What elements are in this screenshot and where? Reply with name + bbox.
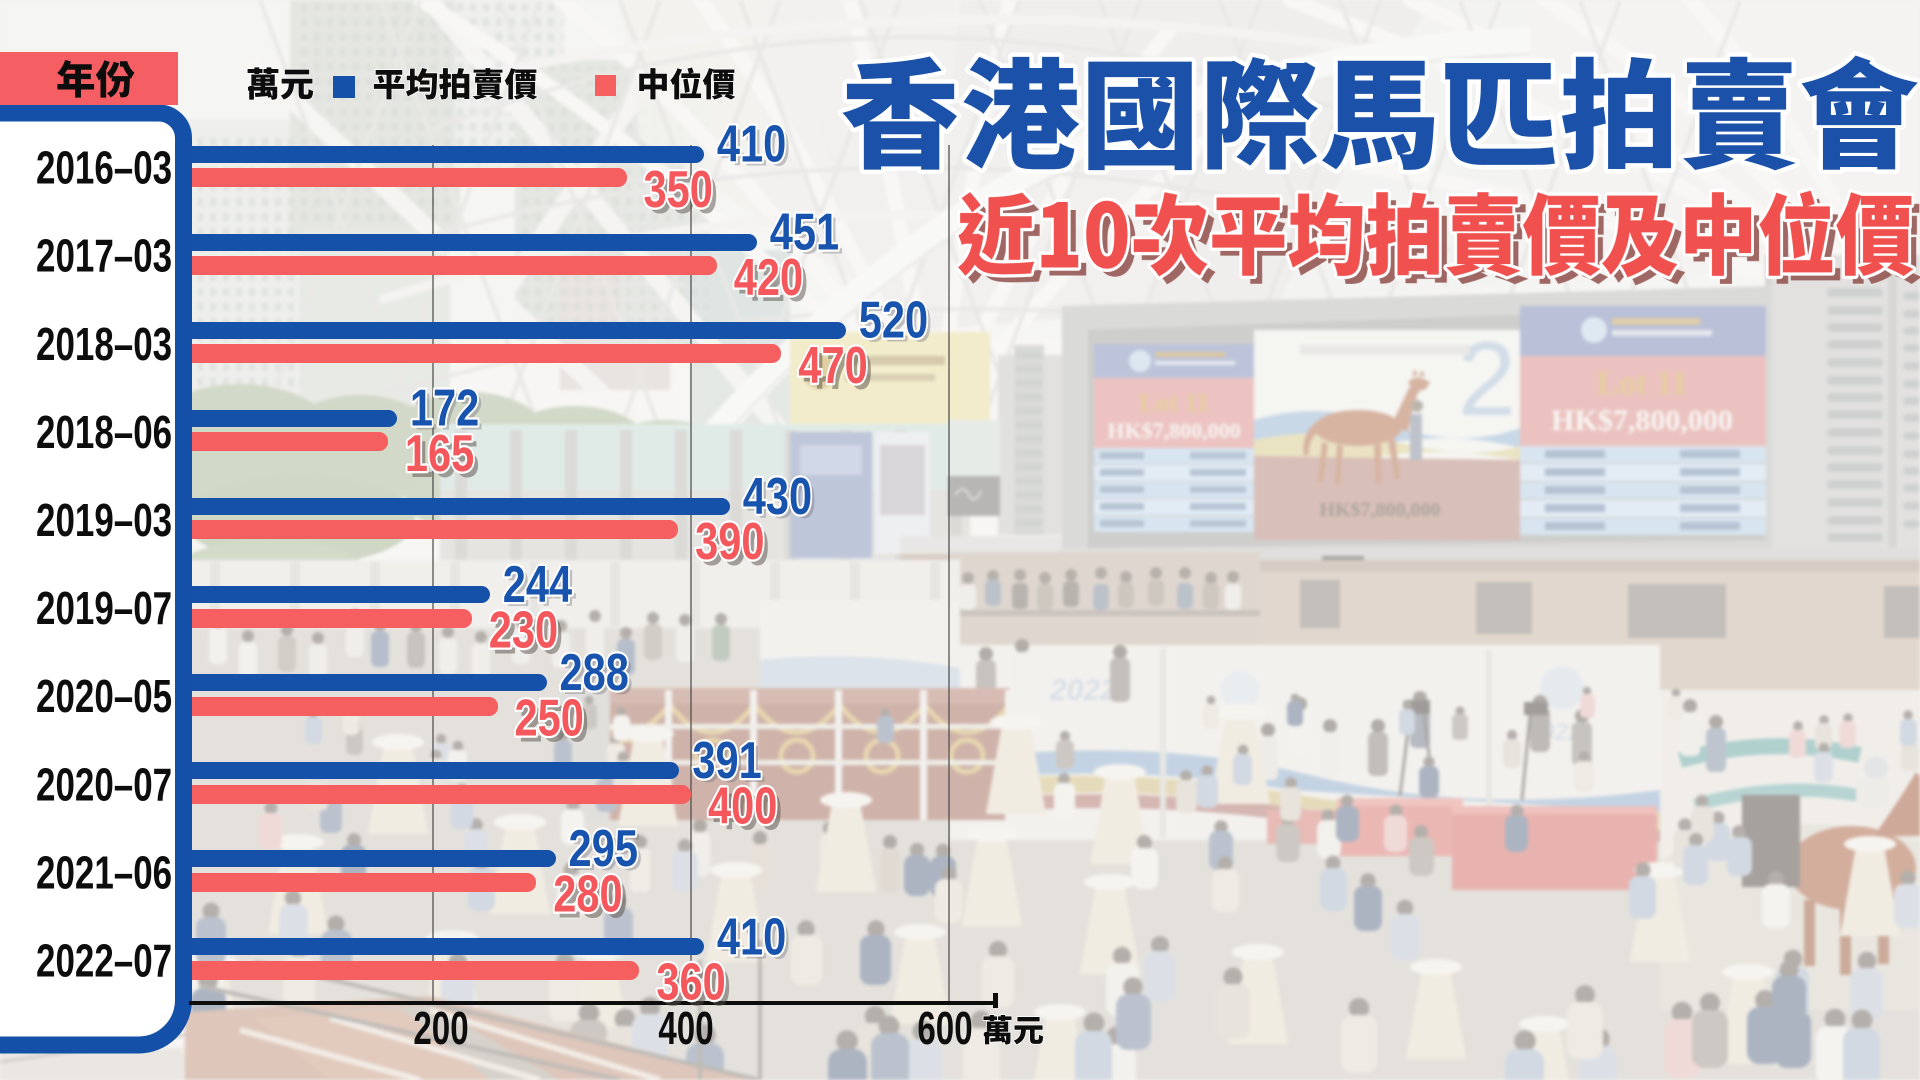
svg-text:390: 390 bbox=[700, 518, 769, 577]
svg-text:2016–03: 2016–03 bbox=[36, 142, 172, 194]
svg-text:HK$7,800,000: HK$7,800,000 bbox=[1319, 499, 1440, 521]
svg-text:Lot 11: Lot 11 bbox=[1139, 388, 1209, 417]
svg-text:410: 410 bbox=[721, 118, 790, 177]
svg-text:2022–07: 2022–07 bbox=[36, 935, 172, 987]
svg-text:400: 400 bbox=[713, 782, 782, 841]
svg-text:2: 2 bbox=[1458, 321, 1516, 438]
svg-text:410: 410 bbox=[717, 114, 786, 173]
svg-text:165: 165 bbox=[405, 424, 474, 483]
svg-text:2021–06: 2021–06 bbox=[36, 847, 172, 899]
svg-text:391: 391 bbox=[696, 735, 765, 794]
svg-text:2018–06: 2018–06 bbox=[36, 406, 172, 458]
svg-text:2019–03: 2019–03 bbox=[36, 494, 172, 546]
svg-text:360: 360 bbox=[661, 958, 730, 1017]
svg-text:470: 470 bbox=[803, 342, 872, 401]
svg-text:244: 244 bbox=[507, 558, 576, 617]
svg-text:250: 250 bbox=[514, 688, 583, 747]
svg-text:430: 430 bbox=[747, 470, 816, 529]
svg-text:2020–07: 2020–07 bbox=[36, 759, 172, 811]
svg-text:295: 295 bbox=[569, 819, 638, 878]
svg-text:280: 280 bbox=[558, 870, 627, 929]
svg-text:520: 520 bbox=[859, 290, 928, 349]
svg-text:2018–03: 2018–03 bbox=[36, 318, 172, 370]
svg-text:391: 391 bbox=[692, 731, 761, 790]
svg-text:172: 172 bbox=[410, 378, 479, 437]
svg-text:200: 200 bbox=[413, 1004, 468, 1054]
svg-text:HK$7,800,000: HK$7,800,000 bbox=[1107, 418, 1240, 443]
svg-text:390: 390 bbox=[695, 512, 764, 571]
svg-text:410: 410 bbox=[721, 911, 790, 970]
svg-text:400: 400 bbox=[708, 776, 777, 835]
svg-text:360: 360 bbox=[656, 952, 725, 1011]
svg-text:600: 600 bbox=[917, 1004, 972, 1054]
svg-text:280: 280 bbox=[553, 864, 622, 923]
svg-text:Lot 11: Lot 11 bbox=[1596, 365, 1688, 402]
svg-text:520: 520 bbox=[863, 294, 932, 353]
svg-text:470: 470 bbox=[798, 336, 867, 395]
svg-text:172: 172 bbox=[414, 382, 483, 441]
svg-text:288: 288 bbox=[564, 647, 633, 706]
svg-text:230: 230 bbox=[489, 600, 558, 659]
svg-text:451: 451 bbox=[770, 202, 839, 261]
svg-text:410: 410 bbox=[717, 907, 786, 966]
svg-text:2017–03: 2017–03 bbox=[36, 230, 172, 282]
svg-text:295: 295 bbox=[573, 823, 642, 882]
svg-text:451: 451 bbox=[774, 206, 843, 265]
svg-text:420: 420 bbox=[739, 253, 808, 312]
svg-text:250: 250 bbox=[520, 694, 589, 753]
svg-text:HK$7,800,000: HK$7,800,000 bbox=[1551, 404, 1733, 437]
svg-text:2019–07: 2019–07 bbox=[36, 582, 172, 634]
svg-text:244: 244 bbox=[503, 554, 572, 613]
svg-text:420: 420 bbox=[734, 247, 803, 306]
svg-text:2020–05: 2020–05 bbox=[36, 671, 172, 723]
svg-text:350: 350 bbox=[644, 159, 713, 218]
svg-text:350: 350 bbox=[648, 165, 717, 224]
svg-text:430: 430 bbox=[743, 466, 812, 525]
svg-text:288: 288 bbox=[560, 643, 629, 702]
svg-text:165: 165 bbox=[410, 430, 479, 489]
svg-text:400: 400 bbox=[658, 1004, 713, 1054]
svg-text:230: 230 bbox=[494, 606, 563, 665]
svg-text:2022: 2022 bbox=[1049, 674, 1117, 707]
